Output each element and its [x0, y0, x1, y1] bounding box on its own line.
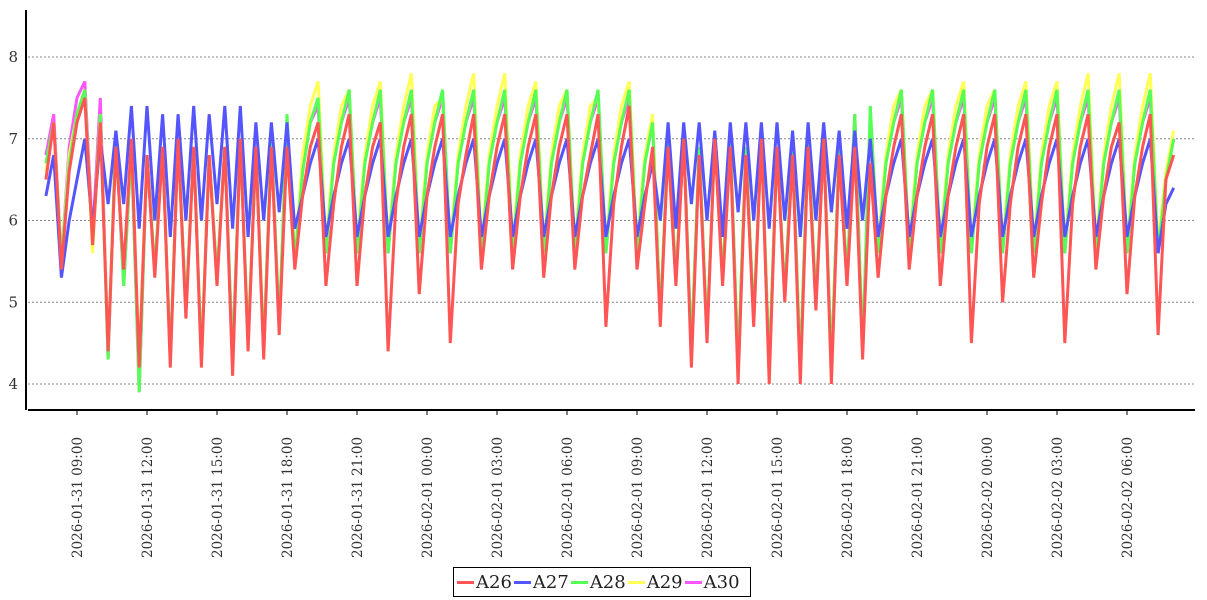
x-tick-label: 2026-01-31 09:00 — [70, 437, 86, 558]
legend-swatch — [457, 580, 474, 584]
legend-item-a28: A28 — [570, 571, 626, 593]
legend-item-a27: A27 — [513, 571, 569, 593]
x-tick-label: 2026-02-02 06:00 — [1120, 437, 1136, 558]
x-tick-label: 2026-02-01 03:00 — [490, 437, 506, 558]
x-tick-label: 2026-02-02 03:00 — [1050, 437, 1066, 558]
legend-item-a30: A30 — [684, 571, 740, 593]
legend-swatch — [684, 580, 702, 584]
legend-item-a29: A29 — [627, 571, 683, 593]
x-tick-label: 2026-01-31 12:00 — [140, 437, 156, 558]
x-tick-label: 2026-02-01 00:00 — [420, 437, 436, 558]
y-tick-label: 4 — [8, 375, 18, 393]
y-tick-labels: 4 5 6 7 8 — [8, 48, 18, 393]
x-tick-label: 2026-02-01 09:00 — [630, 437, 646, 558]
x-tick-labels: 2026-01-31 09:00 2026-01-31 12:00 2026-01-… — [70, 410, 1136, 558]
legend-label: A27 — [532, 571, 569, 593]
x-tick-label: 2026-02-01 06:00 — [560, 437, 576, 558]
x-tick-label: 2026-02-02 00:00 — [980, 437, 996, 558]
y-tick-label: 8 — [8, 48, 18, 66]
legend-label: A28 — [589, 571, 626, 593]
legend-label: A26 — [476, 571, 512, 593]
legend-item-a26: A26 — [457, 572, 512, 593]
legend-swatch — [513, 580, 531, 584]
legend-swatch — [570, 580, 588, 584]
legend-swatch — [627, 580, 645, 584]
x-tick-label: 2026-01-31 21:00 — [350, 437, 366, 558]
y-tick-label: 7 — [8, 130, 18, 148]
y-tick-label: 5 — [8, 293, 18, 311]
y-tick-label: 6 — [8, 212, 18, 230]
legend-label: A30 — [703, 571, 740, 593]
series-line-a26 — [44, 97, 1176, 385]
legend-label: A29 — [646, 571, 683, 593]
x-tick-label: 2026-02-01 15:00 — [770, 437, 786, 558]
x-tick-label: 2026-02-01 12:00 — [700, 437, 716, 558]
x-tick-label: 2026-01-31 18:00 — [280, 437, 296, 558]
x-tick-label: 2026-01-31 15:00 — [210, 437, 226, 558]
series-lines — [44, 73, 1176, 393]
x-tick-label: 2026-02-01 21:00 — [910, 437, 926, 558]
legend: A26 A27 A28 A29 A30 — [453, 567, 751, 597]
series-line-a27 — [44, 105, 1176, 278]
x-tick-label: 2026-02-01 18:00 — [840, 437, 856, 558]
